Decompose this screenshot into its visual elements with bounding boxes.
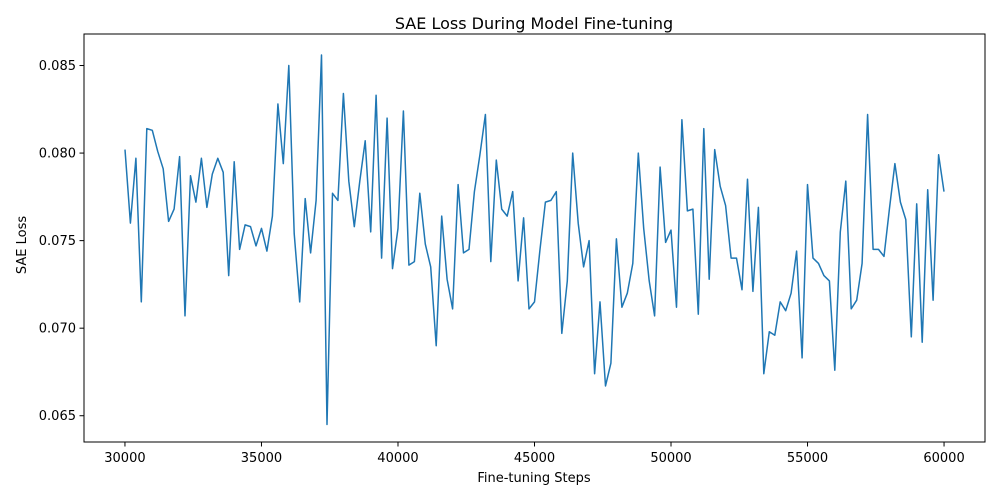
x-tick-label: 30000: [104, 451, 145, 466]
x-tick-label: 55000: [787, 451, 828, 466]
y-tick-label: 0.065: [39, 409, 76, 424]
x-tick-label: 45000: [514, 451, 555, 466]
x-axis: 30000 35000 40000 45000 50000 55000 60000: [104, 442, 965, 466]
series-line: [124, 54, 945, 426]
y-tick-label: 0.080: [39, 147, 76, 162]
plot-area: 30000 35000 40000 45000 50000 55000 60000 0.06…: [39, 33, 986, 466]
y-axis: 0.065 0.070 0.075 0.080 0.085: [39, 59, 84, 424]
x-tick-label: 50000: [650, 451, 691, 466]
y-axis-label: SAE Loss: [15, 216, 30, 274]
x-tick-label: 40000: [377, 451, 418, 466]
x-axis-label: Fine-tuning Steps: [477, 471, 590, 486]
x-tick-label: 35000: [241, 451, 282, 466]
chart-title: SAE Loss During Model Fine-tuning: [395, 14, 673, 33]
y-tick-label: 0.070: [39, 322, 76, 337]
x-tick-label: 60000: [923, 451, 964, 466]
y-tick-label: 0.075: [39, 234, 76, 249]
y-tick-label: 0.085: [39, 59, 76, 74]
